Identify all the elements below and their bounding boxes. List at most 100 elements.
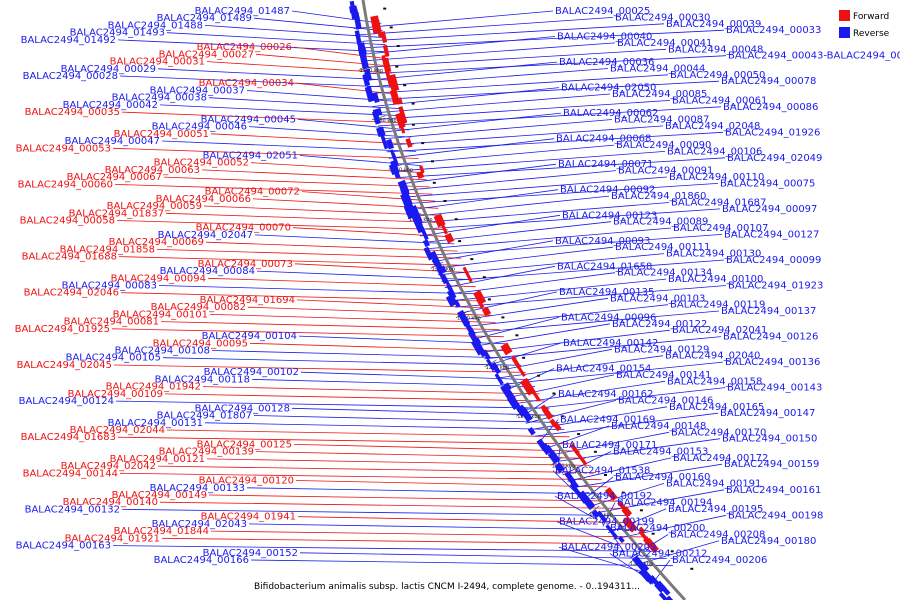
leader-line [251, 379, 536, 388]
gene-label: BALAC2494_01925 [15, 324, 110, 335]
forward-gene-block [644, 537, 659, 554]
gene-label: BALAC2494_00039 [666, 19, 761, 30]
gene-tick-mark [458, 240, 462, 243]
forward-gene-block [638, 526, 646, 534]
reverse-gene-block [354, 16, 362, 30]
gene-label: BALAC2494_02049 [727, 153, 822, 164]
gene-tick-mark [403, 84, 407, 87]
leader-line [398, 163, 557, 185]
leader-line [293, 444, 580, 452]
tick-mark [358, 66, 373, 71]
leader-line [247, 306, 492, 316]
leader-line [121, 111, 407, 124]
leader-line [567, 457, 672, 482]
forward-gene-block [575, 451, 588, 466]
gene-label: BALAC2494_00172 [673, 453, 768, 464]
leader-line [209, 314, 496, 323]
leader-line [354, 17, 614, 36]
gene-tick-mark [515, 334, 519, 337]
gene-label: BALAC2494_00059 [107, 201, 202, 212]
gene-label: BALAC2494_00038 [112, 93, 207, 104]
forward-gene-block [510, 355, 521, 369]
reverse-gene-block [359, 52, 369, 69]
gene-label: BALAC2494_00051 [114, 129, 209, 140]
gene-label: BALAC2494_00068 [556, 134, 651, 145]
gene-label: BALAC2494_00120 [199, 476, 294, 487]
gene-label: BALAC2494_00140 [63, 497, 158, 508]
leader-line [118, 256, 465, 266]
leader-line [461, 297, 609, 321]
gene-label: BALAC2494_02040 [665, 351, 760, 362]
gene-tick-mark [639, 509, 643, 512]
gene-label: BALAC2494_00139 [159, 447, 254, 458]
leader-line [380, 112, 562, 133]
forward-gene-block [416, 170, 425, 180]
reverse-gene-block [490, 361, 501, 375]
gene-label: BALAC2494_00094 [111, 273, 206, 284]
leader-line [508, 374, 615, 398]
gene-label: BALAC2494_00132 [25, 504, 120, 515]
forward-gene-block [462, 266, 473, 283]
gene-label: BALAC2494_00071 [558, 159, 653, 170]
leader-line [207, 277, 476, 288]
gene-label: BALAC2494_00209 [561, 542, 656, 553]
reverse-gene-block [453, 299, 461, 308]
gene-label: BALAC2494_00143 [727, 383, 822, 394]
forward-gene-block [387, 73, 400, 92]
gene-label: BALAC2494_00199 [559, 517, 654, 528]
reverse-gene-block [660, 585, 671, 596]
leader-line [548, 431, 670, 456]
gene-label: BALAC2494_01941 [201, 512, 296, 523]
leader-line [295, 480, 608, 488]
gene-tick-mark [593, 450, 597, 453]
leader-line [160, 321, 500, 330]
leader-line [111, 328, 504, 338]
gene-label: BALAC2494_00096 [561, 312, 656, 323]
gene-label: BALAC2494_00028 [23, 71, 118, 82]
gene-label: BALAC2494_00066 [156, 194, 251, 205]
leader-line [448, 272, 616, 295]
leader-line [205, 241, 458, 252]
gene-label: BALAC2494_00037 [150, 86, 245, 97]
leader-line [297, 516, 637, 524]
gene-label: BALAC2494_00212 [612, 549, 707, 560]
reverse-gene-block [442, 274, 450, 286]
gene-label: BALAC2494_00171 [562, 440, 657, 451]
gene-label: BALAC2494_00104 [202, 331, 297, 342]
legend-forward-swatch [839, 10, 850, 21]
gene-label: BALAC2494_00123 [562, 210, 657, 221]
leader-line [400, 170, 617, 192]
forward-gene-block [473, 289, 487, 306]
gene-label: BALAC2494_01926 [725, 127, 820, 138]
gene-label: BALAC2494_00149 [112, 490, 207, 501]
gene-label: BALAC2494_00107 [673, 223, 768, 234]
leader-line [164, 393, 545, 402]
leader-line [300, 371, 531, 380]
gene-label: BALAC2494_00146 [618, 395, 713, 406]
gene-label: BALAC2494_00050 [670, 70, 765, 81]
gene-label: BALAC2494_01844 [114, 526, 209, 537]
leader-line [388, 138, 555, 159]
gene-label: BALAC2494_00111 [615, 242, 710, 253]
gene-label: BALAC2494_00097 [722, 204, 817, 215]
leader-line [157, 68, 395, 81]
gene-label: BALAC2494_00192 [557, 491, 652, 502]
leader-line [370, 80, 720, 101]
leader-line [119, 75, 397, 88]
forward-gene-block [604, 487, 618, 501]
gene-label: BALAC2494_00058 [20, 216, 115, 227]
leader-line [419, 214, 561, 237]
gene-tick-mark [560, 415, 564, 418]
leader-line [163, 176, 430, 188]
gene-label: BALAC2494_00045 [201, 114, 296, 125]
leader-line [158, 285, 480, 295]
reverse-gene-block [644, 575, 654, 585]
gene-tick-mark [411, 123, 415, 126]
gene-label: BALAC2494_00035 [25, 107, 120, 118]
leader-line [253, 17, 383, 31]
leader-line [386, 131, 724, 153]
gene-tick-mark [690, 567, 694, 570]
reverse-gene-block [547, 450, 561, 465]
gene-label: BALAC2494_01538 [555, 466, 650, 477]
reverse-gene-block [507, 395, 521, 411]
